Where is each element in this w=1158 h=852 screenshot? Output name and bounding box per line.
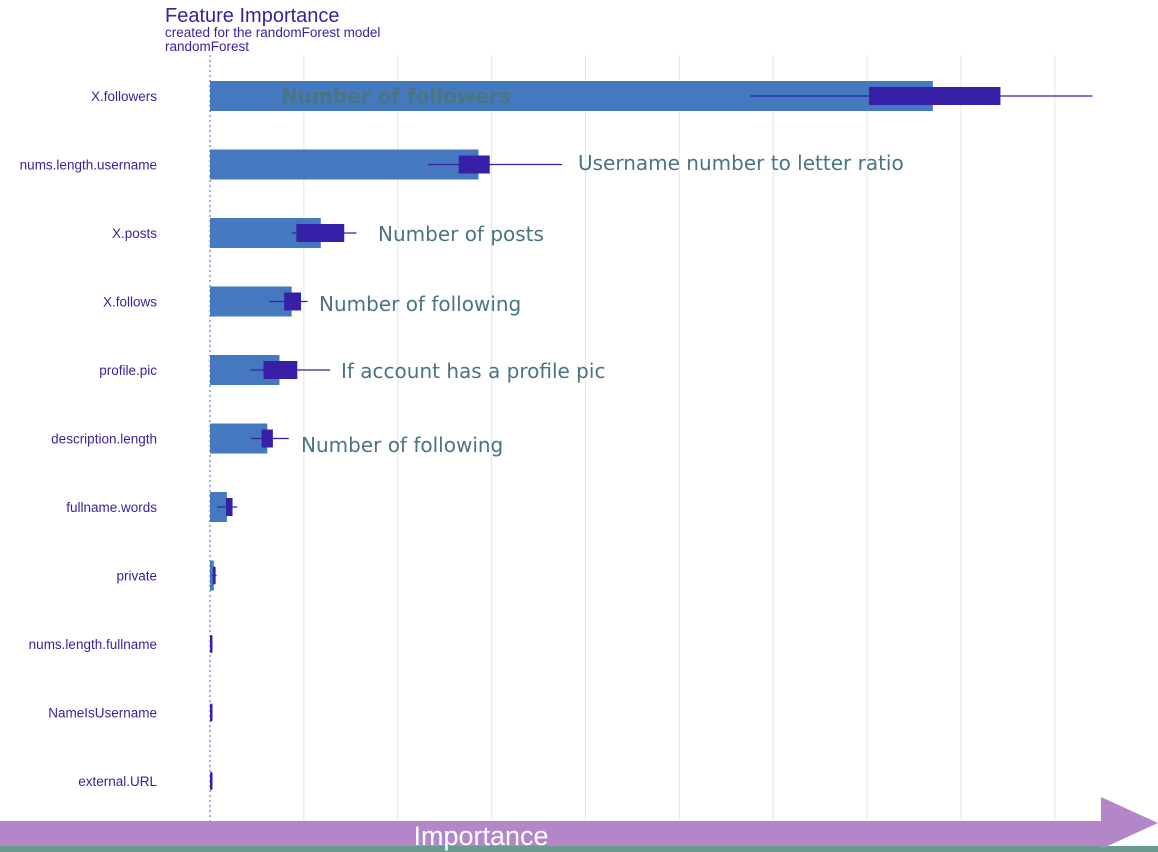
chart-model-label: randomForest	[165, 39, 249, 54]
boxplot-box	[261, 429, 273, 448]
feature-label: private	[116, 569, 157, 584]
label-layer: X.followers nums.length.username X.posts X.…	[20, 89, 158, 789]
bottom-strip	[0, 846, 1158, 852]
boxplot-box	[296, 224, 345, 242]
boxplot-box	[458, 155, 490, 174]
boxplot-box	[869, 87, 1001, 105]
boxplot-box	[225, 498, 233, 516]
feature-label: fullname.words	[66, 500, 157, 515]
feature-label: X.followers	[91, 89, 157, 104]
feature-label: nums.length.fullname	[29, 637, 157, 652]
importance-arrow	[0, 797, 1158, 849]
feature-label: NameIsUsername	[48, 706, 157, 721]
annotation-label: Number of posts	[378, 222, 544, 246]
boxplot-box	[263, 361, 298, 379]
x-axis-label: Importance	[413, 821, 548, 851]
feature-label: nums.length.username	[20, 158, 157, 173]
box-layer	[210, 87, 1093, 790]
annotation-label: Number of followers	[281, 84, 511, 108]
annotation-layer: Number of followers Username number to le…	[281, 84, 904, 457]
feature-label: X.follows	[103, 295, 157, 310]
annotation-label: Username number to letter ratio	[578, 151, 904, 175]
chart-title: Feature Importance	[165, 5, 340, 27]
annotation-label: Number of following	[319, 292, 521, 316]
feature-label: X.posts	[112, 226, 157, 241]
boxplot-box	[212, 566, 216, 585]
annotation-label: Number of following	[301, 433, 503, 457]
feature-label: description.length	[51, 432, 157, 447]
feature-label: external.URL	[78, 774, 157, 789]
chart-subtitle: created for the randomForest model	[165, 25, 380, 40]
boxplot-box	[210, 635, 213, 653]
annotation-label: If account has a profile pic	[341, 359, 605, 383]
boxplot-box	[210, 703, 213, 722]
feature-label: profile.pic	[99, 363, 157, 378]
grid-layer	[209, 55, 1056, 822]
boxplot-box	[210, 772, 213, 790]
boxplot-box	[284, 292, 302, 311]
